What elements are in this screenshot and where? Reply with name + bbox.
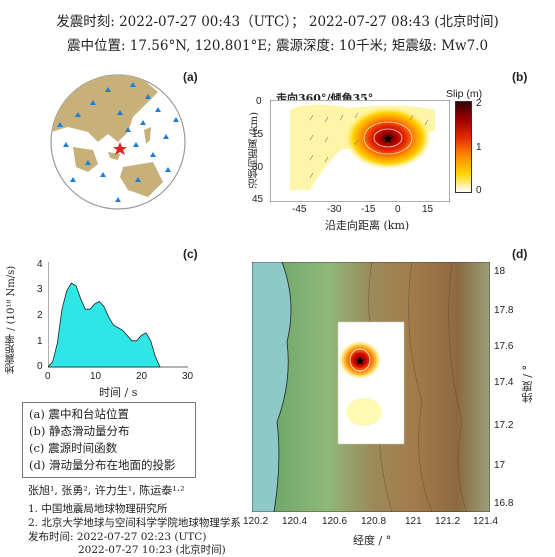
slip-map: [270, 100, 450, 202]
panel-c-label: (c): [183, 247, 198, 261]
map-ytick: 18: [494, 266, 506, 277]
affiliation-2: 2. 北京大学地球与空间科学学院地球物理学系: [28, 517, 241, 529]
panel-a-label: (a): [183, 70, 198, 84]
colorbar-tick: 0: [476, 185, 482, 196]
authors: 张旭¹, 张勇², 许力生¹, 陈运泰¹·²: [28, 484, 185, 497]
panel-b-label: (b): [512, 70, 528, 84]
slip-map-xlabel: 沿走向距离 (km): [325, 219, 410, 232]
map-xtick: 120.6: [322, 516, 348, 527]
stf-ytick: 1: [37, 336, 43, 347]
slip-xtick: -45: [292, 204, 307, 215]
slip-ytick: 45: [252, 194, 264, 205]
map-xtick: 121: [405, 516, 422, 527]
legend-item: (a) 震中和台站位置: [29, 407, 129, 421]
panel-legend: (a) 震中和台站位置 (b) 静态滑动量分布 (c) 震源时间函数 (d) 滑…: [22, 402, 196, 478]
stf-xtick: 10: [90, 371, 102, 382]
stf-ylabel: 地震矩率 / (10¹⁸ Nm/s): [6, 265, 17, 374]
colorbar-title: Slip (m): [446, 88, 483, 100]
header-line-2: 震中位置: 17.56°N, 120.801°E; 震源深度: 10千米; 矩震…: [66, 38, 489, 54]
colorbar-tick: 1: [476, 142, 482, 153]
map-ylabel: 纬度 / °: [521, 365, 534, 404]
publish-time-beijing: 2022-07-27 10:23 (北京时间): [78, 544, 226, 556]
colorbar-tick: 2: [476, 98, 482, 109]
affiliation-1: 1. 中国地震局地球物理研究所: [28, 503, 168, 515]
map-ytick: 17.4: [494, 377, 514, 388]
map-ytick: 17.8: [494, 305, 514, 316]
stf-xtick: 20: [136, 371, 148, 382]
slip-ytick: 30: [252, 162, 264, 173]
stf-ytick: 3: [37, 284, 43, 295]
map-xtick: 120.2: [243, 516, 269, 527]
legend-item: (b) 静态滑动量分布: [29, 424, 130, 438]
header-line-1: 发震时刻: 2022-07-27 00:43（UTC）； 2022-07-27 …: [56, 14, 499, 30]
map-ytick: 17: [494, 460, 506, 471]
colorbar: [455, 101, 472, 193]
station-markers: [57, 82, 179, 202]
slip-xtick: -15: [361, 204, 376, 215]
slip-map-ylabel: 沿倾向距离 (km): [249, 112, 260, 189]
stf-area: [48, 282, 161, 368]
stf-chart: [48, 262, 188, 368]
slip-ytick: 15: [252, 129, 264, 140]
slip-xtick: 15: [422, 204, 434, 215]
slip-xtick: -30: [327, 204, 342, 215]
globe-map: [50, 74, 186, 210]
legend-item: (c) 震源时间函数: [29, 441, 118, 455]
publish-time-utc: 发布时间: 2022-07-27 02:23 (UTC): [28, 531, 207, 543]
slip-projection-map: [252, 262, 490, 512]
stf-ytick: 4: [37, 259, 43, 270]
slip-xtick: 0: [395, 204, 401, 215]
panel-d-label: (d): [512, 247, 528, 261]
epicenter-star: [113, 142, 127, 155]
map-xtick: 121.2: [435, 516, 461, 527]
map-xtick: 120.8: [361, 516, 387, 527]
map-xtick: 121.4: [473, 516, 499, 527]
stf-xtick: 30: [182, 371, 194, 382]
stf-xlabel: 时间 / s: [99, 386, 138, 399]
map-ytick: 17.2: [494, 420, 514, 431]
slip-ytick: 0: [256, 96, 262, 107]
legend-item: (d) 滑动量分布在地面的投影: [29, 458, 176, 472]
stf-xtick: 0: [45, 371, 51, 382]
stf-ytick: 0: [37, 361, 43, 372]
stf-ytick: 2: [37, 310, 43, 321]
map-ytick: 17.6: [494, 341, 514, 352]
map-ytick: 16.8: [494, 498, 514, 509]
map-xlabel: 经度 / °: [353, 534, 392, 547]
map-xtick: 120.4: [282, 516, 308, 527]
